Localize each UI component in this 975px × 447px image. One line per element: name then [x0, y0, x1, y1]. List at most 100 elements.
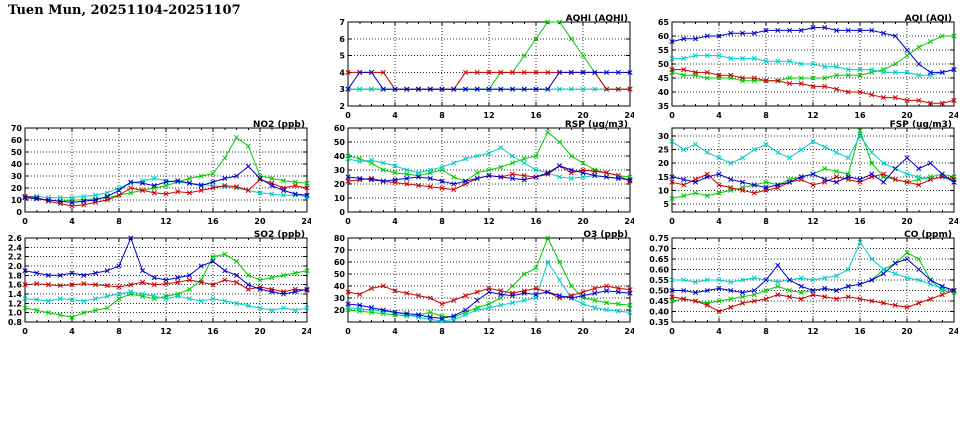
y-tick-label: 20: [334, 306, 346, 315]
y-tick-label: 7: [339, 18, 345, 27]
y-tick-label: 25: [658, 146, 670, 155]
y-tick-label: 30: [334, 166, 346, 175]
y-tick-label: 30: [334, 294, 346, 303]
series-blue: [669, 25, 957, 75]
y-tick-label: 60: [11, 136, 23, 145]
y-tick-label: 40: [334, 152, 346, 161]
y-tick-label: 2: [339, 102, 345, 111]
y-tick-label: 1.6: [8, 281, 23, 290]
series-red: [669, 67, 957, 106]
x-tick-label: 24: [624, 111, 634, 120]
y-tick-label: 2.0: [8, 262, 23, 271]
x-tick-label: 4: [392, 111, 398, 120]
y-tick-label: 35: [658, 102, 670, 111]
y-tick-label: 0.8: [8, 318, 23, 327]
series-blue: [345, 163, 633, 187]
x-tick-label: 16: [530, 217, 542, 226]
chart-aqhi: 2 3 4 5 6 7 0 4 8 12 16 20 24 AQHI (AQHI): [318, 14, 636, 122]
x-tick-label: 8: [439, 217, 445, 226]
y-tick-label: 50: [334, 138, 346, 147]
y-tick-label: 70: [334, 246, 346, 255]
o3-plot: 20 30 40 50 60 70 80 0 4 8 12 16 20 24 O3 (ppb): [334, 230, 636, 336]
y-tick-label: 40: [11, 160, 23, 169]
x-tick-label: 24: [301, 327, 311, 336]
y-tick-label: 0.70: [649, 245, 669, 254]
x-tick-label: 4: [69, 327, 75, 336]
y-tick-label: 0.65: [649, 255, 669, 264]
x-tick-label: 0: [345, 217, 351, 226]
y-tick-label: 0: [339, 208, 345, 217]
y-tick-label: 50: [334, 270, 346, 279]
chart-title: O3 (ppb): [583, 230, 628, 240]
y-tick-label: 40: [334, 282, 346, 291]
x-tick-label: 20: [901, 111, 913, 120]
aqi-plot: 35 40 45 50 55 60 65 0 4 8 12 16 20 24 AQI (AQI): [658, 14, 960, 120]
y-tick-label: 60: [334, 124, 346, 133]
series-green: [22, 251, 310, 320]
chart-title: RSP (ug/m3): [565, 120, 628, 130]
y-tick-label: 70: [11, 124, 23, 133]
x-tick-label: 24: [948, 217, 958, 226]
chart-title: FSP (ug/m3): [890, 120, 952, 130]
x-tick-label: 0: [22, 327, 28, 336]
chart-aqi: 35 40 45 50 55 60 65 0 4 8 12 16 20 24 AQI (AQI): [642, 14, 960, 122]
chart-title: AQHI (AQHI): [566, 14, 628, 24]
y-tick-label: 1.8: [8, 271, 23, 280]
x-tick-label: 0: [669, 327, 675, 336]
y-tick-label: 0.45: [649, 297, 669, 306]
y-tick-label: 60: [658, 32, 670, 41]
y-tick-label: 40: [658, 88, 670, 97]
x-tick-label: 24: [948, 111, 958, 120]
y-tick-label: 65: [658, 18, 670, 27]
x-tick-label: 8: [439, 111, 445, 120]
chart-no2: 0 10 20 30 40 50 60 70 0 4 8 12 16 20 24 NO2 (ppb): [0, 120, 313, 228]
x-tick-label: 12: [807, 111, 818, 120]
y-tick-label: 2.6: [8, 234, 23, 243]
chart-rsp: 0 10 20 30 40 50 60 0 4 8 12 16 20 24 RSP (ug/m3): [318, 120, 636, 228]
series-blue: [22, 235, 310, 297]
chart-title: NO2 (ppb): [253, 120, 305, 130]
x-tick-label: 20: [901, 217, 913, 226]
x-tick-label: 20: [577, 111, 589, 120]
x-tick-label: 8: [116, 217, 122, 226]
y-tick-label: 80: [334, 234, 346, 243]
x-tick-label: 24: [948, 327, 958, 336]
series-red: [669, 287, 957, 315]
co-plot: 0.350.40 0.450.50 0.550.60 0.650.70 0.75 0 4 8 1…: [649, 230, 960, 336]
x-tick-label: 24: [624, 327, 634, 336]
x-tick-label: 4: [69, 217, 75, 226]
y-tick-label: 30: [658, 132, 670, 141]
x-tick-label: 16: [207, 217, 219, 226]
y-tick-label: 5: [339, 52, 345, 61]
x-tick-label: 4: [392, 327, 398, 336]
x-tick-label: 12: [483, 327, 494, 336]
series-blue: [669, 155, 957, 191]
y-tick-label: 20: [658, 159, 670, 168]
y-tick-label: 10: [658, 186, 670, 195]
x-tick-label: 8: [439, 327, 445, 336]
series-blue: [22, 163, 310, 205]
y-tick-label: 2.4: [8, 243, 23, 252]
page-title: Tuen Mun, 20251104-20251107: [8, 3, 241, 18]
series-blue: [345, 69, 633, 92]
x-tick-label: 8: [763, 111, 769, 120]
y-tick-label: 0.75: [649, 234, 669, 243]
y-tick-label: 15: [658, 173, 670, 182]
fsp-plot: 5 10 15 20 25 30 0 4 8 12 16 20 24 FSP (ug/m3): [658, 120, 960, 226]
x-tick-label: 4: [716, 327, 722, 336]
x-tick-label: 20: [254, 327, 266, 336]
chart-title: AQI (AQI): [905, 14, 952, 24]
x-tick-label: 16: [530, 327, 542, 336]
y-tick-label: 50: [11, 148, 23, 157]
y-tick-label: 45: [658, 74, 670, 83]
y-tick-label: 0.50: [649, 287, 669, 296]
x-tick-label: 16: [530, 111, 542, 120]
y-tick-label: 0.55: [649, 276, 669, 285]
rsp-plot: 0 10 20 30 40 50 60 0 4 8 12 16 20 24 RSP (ug/m3): [334, 120, 636, 226]
x-tick-label: 4: [392, 217, 398, 226]
x-tick-label: 8: [763, 327, 769, 336]
x-tick-label: 0: [345, 327, 351, 336]
x-tick-label: 12: [483, 217, 494, 226]
y-tick-label: 1.2: [8, 299, 22, 308]
chart-co: 0.35 0.40 0.45 0.50 0.55 0.60 0.65 0.70 0.75 0 4 8 1…: [642, 230, 960, 338]
